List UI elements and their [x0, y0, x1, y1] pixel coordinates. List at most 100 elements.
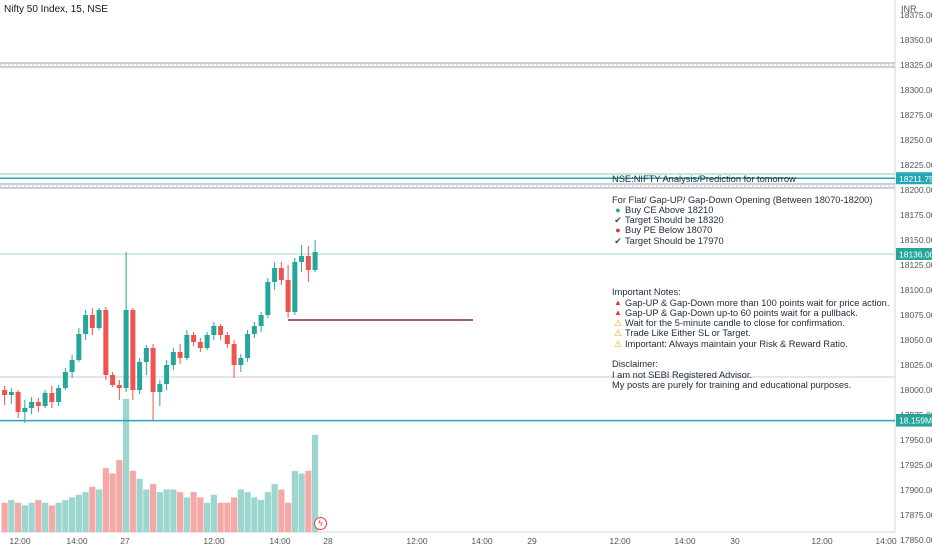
- candle-body: [137, 362, 143, 390]
- volume-bar: [129, 470, 136, 532]
- x-tick-label: 29: [527, 536, 537, 546]
- candle-body: [89, 315, 95, 328]
- y-tick-label: 18275.00: [900, 110, 932, 120]
- y-tick-label: 18150.00: [900, 235, 932, 245]
- x-tick-label: 30: [730, 536, 740, 546]
- candle-body: [164, 365, 170, 384]
- candle-body: [177, 352, 183, 358]
- volume-bar: [62, 500, 69, 532]
- note-line: ⚠ Wait for the 5-minute candle to close f…: [612, 318, 889, 328]
- y-tick-label: 17925.00: [900, 460, 932, 470]
- candle-body: [62, 372, 68, 388]
- x-tick-label: 12:00: [811, 536, 833, 546]
- note-text: My posts are purely for training and edu…: [612, 379, 852, 390]
- volume-bar: [210, 494, 217, 532]
- note-line: ▲ Gap-UP & Gap-Down up-to 60 points wait …: [612, 308, 889, 318]
- volume-bar: [163, 489, 170, 532]
- red-triangle-icon: ▲: [614, 307, 622, 317]
- candle-body: [42, 393, 48, 406]
- volume-bar: [89, 486, 96, 532]
- note-line: ✔ Target Should be 17970: [612, 236, 889, 246]
- y-tick-label: 18225.00: [900, 160, 932, 170]
- volume-bar: [271, 484, 278, 532]
- note-text: Trade Like Either SL or Target.: [625, 328, 751, 339]
- check-icon: ✔: [614, 215, 622, 226]
- candle-body: [8, 392, 14, 395]
- x-tick-label: 14:00: [269, 536, 291, 546]
- candle-body: [56, 388, 62, 402]
- green-circle-icon: ●: [615, 204, 621, 215]
- note-text: I am not SEBI Registered Advisor.: [612, 369, 753, 380]
- volume-tag-bg: [896, 414, 932, 426]
- volume-bar: [156, 492, 163, 532]
- volume-bar: [42, 502, 49, 532]
- note-text: Buy CE Above 18210: [625, 204, 714, 215]
- note-line: Important Notes:: [612, 287, 889, 297]
- candle-body: [49, 393, 55, 402]
- note-text: Buy PE Below 18070: [625, 225, 713, 236]
- candle-body: [285, 280, 291, 312]
- y-tick-label: 18075.00: [900, 310, 932, 320]
- volume-bar: [305, 470, 312, 532]
- volume-bar: [278, 489, 285, 532]
- volume-bar: [109, 473, 116, 532]
- price-tag-18211: 18211.75: [899, 174, 932, 184]
- volume-bar: [150, 484, 157, 532]
- note-text: Gap-UP & Gap-Down up-to 60 points wait f…: [625, 307, 858, 318]
- x-tick-label: 12:00: [203, 536, 225, 546]
- note-text: Gap-UP & Gap-Down more than 100 points w…: [625, 297, 890, 308]
- candle-body: [191, 335, 197, 342]
- y-tick-label: 18175.00: [900, 210, 932, 220]
- x-tick-label: 27: [120, 536, 130, 546]
- candle-body: [184, 335, 190, 358]
- volume-bar: [55, 502, 62, 532]
- y-tick-label: 17950.00: [900, 435, 932, 445]
- volume-bar: [190, 492, 197, 532]
- candle-body: [170, 352, 176, 365]
- candle-body: [305, 256, 311, 270]
- note-line: ⚠ Important: Always maintain your Risk & …: [612, 339, 889, 349]
- candle-body: [110, 375, 116, 385]
- note-line: My posts are purely for training and edu…: [612, 380, 889, 390]
- y-tick-label: 18250.00: [900, 135, 932, 145]
- volume-bar: [8, 500, 15, 532]
- candle-body: [292, 262, 298, 312]
- volume-bar: [197, 497, 204, 532]
- note-line: I am not SEBI Registered Advisor.: [612, 370, 889, 380]
- volume-bar: [258, 500, 265, 532]
- note-line: [612, 184, 889, 194]
- currency-label: INR: [901, 4, 917, 14]
- candle-body: [2, 390, 8, 395]
- note-line: NSE:NIFTY Analysis/Prediction for tomorr…: [612, 174, 889, 184]
- price-tag-current: 18136.00: [899, 250, 932, 260]
- candle-body: [245, 334, 251, 358]
- price-tag-current-bg: [896, 248, 932, 260]
- volume-bar: [285, 502, 292, 532]
- note-text: Important Notes:: [612, 287, 681, 298]
- candle-body: [103, 310, 109, 375]
- note-line: For Flat/ Gap-UP/ Gap-Down Opening (Betw…: [612, 195, 889, 205]
- x-tick-label: 12:00: [609, 536, 631, 546]
- volume-bar: [298, 473, 305, 532]
- timeline-event-icon[interactable]: ϟ: [314, 517, 327, 530]
- note-text: Disclaimer:: [612, 359, 658, 370]
- candle-body: [204, 335, 210, 348]
- x-tick-label: 14:00: [674, 536, 696, 546]
- volume-bar: [237, 489, 244, 532]
- candle-body: [238, 358, 244, 365]
- x-tick-label: 14:00: [66, 536, 88, 546]
- note-text: NSE:NIFTY Analysis/Prediction for tomorr…: [612, 174, 796, 184]
- note-line: ● Buy CE Above 18210: [612, 205, 889, 215]
- candle-body: [76, 334, 82, 360]
- x-tick-label: 12:00: [406, 536, 428, 546]
- candle-body: [96, 310, 102, 328]
- note-text: Target Should be 18320: [625, 215, 724, 226]
- note-line: [612, 256, 889, 266]
- note-line: ● Buy PE Below 18070: [612, 225, 889, 235]
- x-tick-label: 28: [323, 536, 333, 546]
- y-tick-label: 18325.00: [900, 60, 932, 70]
- candle-body: [265, 282, 271, 315]
- note-line: Disclaimer:: [612, 359, 889, 369]
